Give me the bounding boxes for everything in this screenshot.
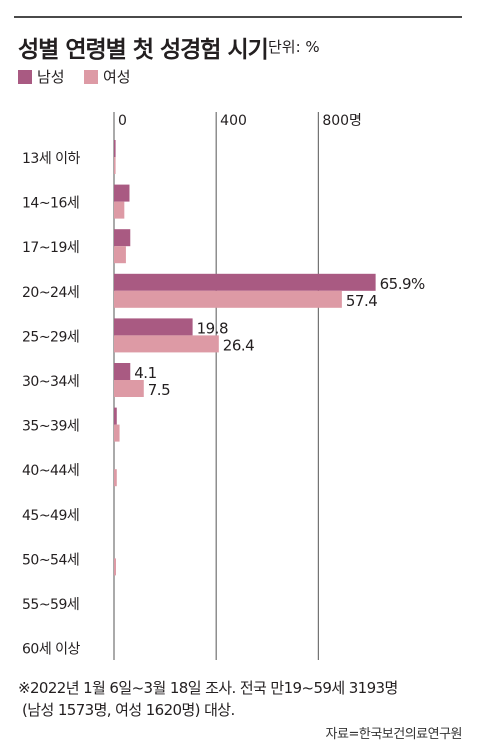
category-label-10: 55~59세 [22, 597, 79, 613]
source-credit: 자료=한국보건의료연구원 [325, 727, 463, 742]
category-label-3: 20~24세 [22, 285, 79, 301]
data-label-0-5: 4.1 [134, 364, 156, 382]
top-rule [14, 16, 462, 18]
category-label-7: 40~44세 [22, 463, 79, 479]
bar-1-4 [114, 335, 219, 353]
x-tick-label-2: 800명 [322, 113, 362, 129]
bar-1-9 [114, 558, 116, 576]
category-label-6: 35~39세 [22, 419, 79, 435]
bar-0-2 [114, 229, 131, 247]
bar-0-6 [114, 407, 117, 425]
bar-0-0 [114, 140, 116, 157]
legend-swatch-male [18, 70, 32, 84]
legend-label-male: 남성 [37, 68, 65, 86]
category-label-5: 30~34세 [22, 374, 79, 390]
bar-0-5 [114, 363, 131, 380]
bar-1-2 [114, 246, 126, 264]
category-label-0: 13세 이하 [22, 151, 81, 167]
unit-label: 단위: % [268, 38, 320, 56]
legend-label-female: 여성 [103, 68, 131, 86]
bar-0-3 [114, 273, 376, 291]
data-label-1-4: 26.4 [223, 336, 254, 354]
data-label-1-5: 7.5 [148, 381, 170, 399]
footnote: ※2022년 1월 6일~3월 18일 조사. 전국 만19~59세 3193명… [18, 677, 398, 721]
category-label-8: 45~49세 [22, 508, 79, 524]
category-label-11: 60세 이상 [22, 642, 81, 658]
category-label-2: 17~19세 [22, 240, 79, 256]
category-label-9: 50~54세 [22, 552, 79, 568]
bar-1-7 [114, 469, 117, 487]
footnote-line-2: (남성 1573명, 여성 1620명) 대상. [22, 701, 235, 719]
bar-0-1 [114, 184, 130, 202]
bar-1-0 [114, 157, 116, 174]
category-label-1: 14~16세 [22, 196, 79, 212]
legend-swatch-female [84, 70, 98, 84]
bar-1-6 [114, 424, 120, 442]
bar-1-5 [114, 380, 144, 397]
data-label-0-4: 19.8 [197, 319, 228, 337]
bar-1-1 [114, 201, 125, 219]
category-label-4: 25~29세 [22, 329, 79, 345]
x-tick-label-1: 400 [220, 113, 247, 129]
data-label-1-3: 57.4 [346, 292, 377, 310]
bar-1-3 [114, 290, 342, 308]
bar-chart: 0 400 800명 13세 이하 14~16세 17~19세 20~24세 65.9%57.… [22, 112, 426, 660]
bar-0-4 [114, 318, 193, 336]
footnote-line-1: ※2022년 1월 6일~3월 18일 조사. 전국 만19~59세 3193명 [18, 679, 398, 697]
x-tick-label-0: 0 [118, 113, 127, 129]
data-label-0-3: 65.9% [380, 275, 425, 293]
chart-title: 성별 연령별 첫 성경험 시기 [18, 37, 269, 63]
